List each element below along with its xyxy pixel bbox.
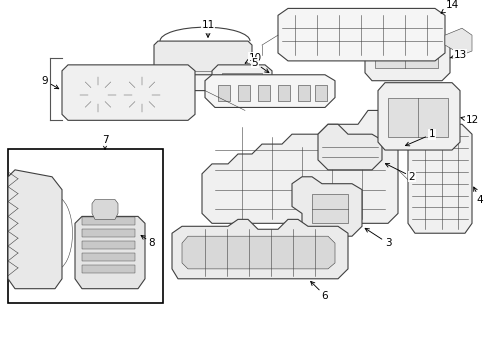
Text: 3: 3 bbox=[365, 228, 390, 248]
Polygon shape bbox=[212, 75, 222, 91]
Polygon shape bbox=[204, 75, 334, 107]
Polygon shape bbox=[297, 233, 317, 259]
Polygon shape bbox=[82, 241, 135, 249]
Polygon shape bbox=[82, 229, 135, 237]
Text: 11: 11 bbox=[201, 20, 214, 37]
Polygon shape bbox=[218, 85, 229, 100]
Polygon shape bbox=[8, 170, 62, 289]
Polygon shape bbox=[172, 75, 182, 91]
Polygon shape bbox=[387, 98, 447, 137]
Bar bbox=[8, 149, 163, 302]
Polygon shape bbox=[82, 217, 135, 225]
Polygon shape bbox=[278, 8, 444, 61]
Text: 6: 6 bbox=[310, 282, 327, 301]
Text: 5: 5 bbox=[251, 58, 268, 73]
Polygon shape bbox=[82, 265, 135, 273]
Text: 14: 14 bbox=[440, 0, 458, 13]
Polygon shape bbox=[314, 85, 326, 100]
Text: 4: 4 bbox=[473, 187, 482, 204]
Polygon shape bbox=[75, 216, 145, 289]
Polygon shape bbox=[82, 253, 135, 261]
Polygon shape bbox=[374, 48, 437, 68]
Polygon shape bbox=[172, 219, 347, 279]
Polygon shape bbox=[238, 85, 249, 100]
Polygon shape bbox=[317, 124, 381, 170]
Text: 12: 12 bbox=[460, 115, 478, 125]
Polygon shape bbox=[154, 41, 251, 75]
Polygon shape bbox=[278, 85, 289, 100]
Polygon shape bbox=[377, 83, 459, 150]
Polygon shape bbox=[62, 65, 195, 120]
Polygon shape bbox=[297, 85, 309, 100]
Text: 13: 13 bbox=[449, 50, 466, 60]
Text: 10: 10 bbox=[244, 53, 261, 63]
Text: 1: 1 bbox=[405, 129, 434, 146]
Polygon shape bbox=[182, 236, 334, 269]
Polygon shape bbox=[311, 194, 347, 223]
Polygon shape bbox=[155, 71, 249, 91]
Text: 2: 2 bbox=[385, 163, 414, 182]
Polygon shape bbox=[212, 65, 271, 100]
Polygon shape bbox=[222, 73, 262, 93]
Polygon shape bbox=[291, 177, 361, 236]
Polygon shape bbox=[92, 199, 118, 219]
Polygon shape bbox=[444, 28, 471, 55]
Text: 9: 9 bbox=[41, 76, 59, 89]
Polygon shape bbox=[202, 111, 397, 223]
Text: 8: 8 bbox=[141, 235, 155, 248]
Polygon shape bbox=[258, 85, 269, 100]
Polygon shape bbox=[407, 124, 471, 233]
Polygon shape bbox=[364, 35, 449, 81]
Text: 7: 7 bbox=[102, 135, 108, 149]
